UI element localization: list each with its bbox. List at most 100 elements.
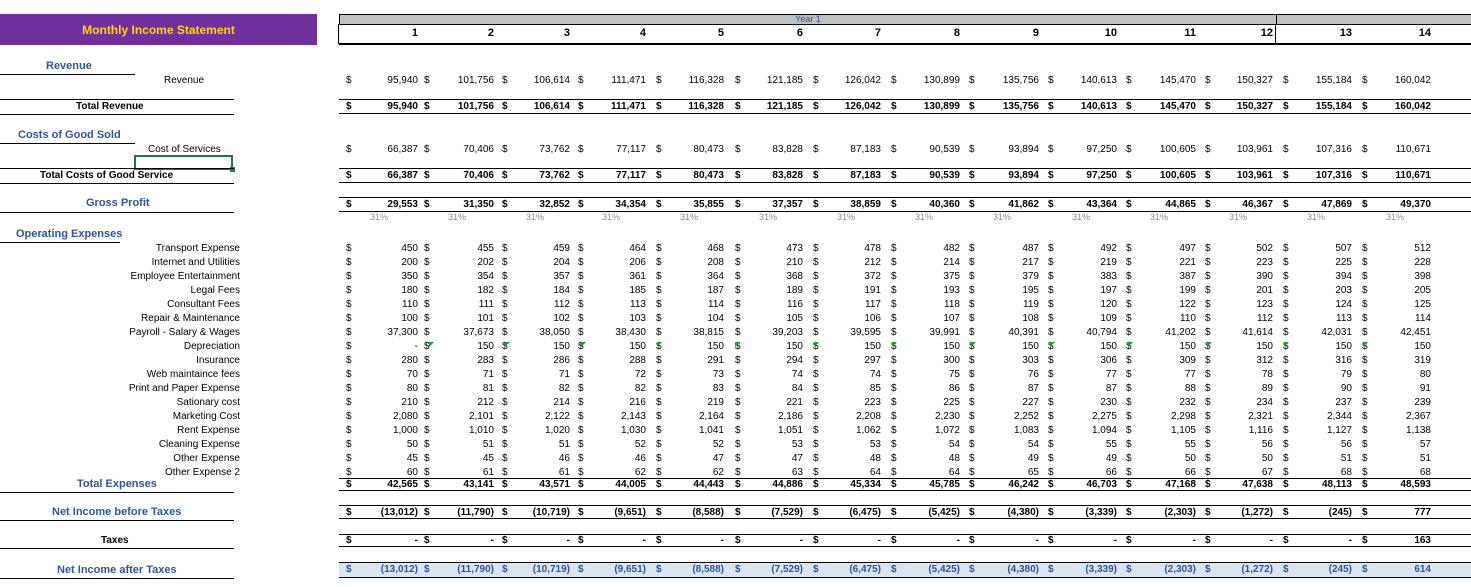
gross-margin-cell: 31% (370, 212, 389, 222)
net-after-taxes-cell: (1,272) (1241, 564, 1273, 575)
expense-cell: 40,391 (1008, 327, 1039, 338)
divider (0, 212, 234, 213)
currency-symbol: $ (1205, 313, 1211, 324)
currency-symbol: $ (656, 313, 662, 324)
total-expenses-cell: 48,593 (1400, 479, 1431, 490)
gross-profit-cell: 34,354 (615, 199, 646, 210)
currency-symbol: $ (969, 355, 975, 366)
expense-cell: 182 (477, 285, 494, 296)
expense-cell: 306 (1100, 355, 1117, 366)
currency-symbol: $ (1283, 271, 1289, 282)
currency-symbol: $ (346, 479, 352, 490)
currency-symbol: $ (813, 75, 819, 86)
currency-symbol: $ (424, 467, 430, 478)
currency-symbol: $ (502, 355, 508, 366)
currency-symbol: $ (1048, 170, 1054, 181)
currency-symbol: $ (424, 144, 430, 155)
expense-cell: 225 (943, 397, 960, 408)
expense-cell: 150 (1100, 341, 1117, 352)
currency-symbol: $ (578, 439, 584, 450)
total-cogs-cell: 77,117 (615, 170, 646, 181)
currency-symbol: $ (656, 271, 662, 282)
currency-symbol: $ (424, 397, 430, 408)
currency-symbol: $ (735, 285, 741, 296)
expense-cell: 2,080 (392, 411, 418, 422)
expense-cell: 214 (943, 257, 960, 268)
gross-profit-cell: 46,367 (1242, 199, 1273, 210)
currency-symbol: $ (578, 257, 584, 268)
revenue-cell: 101,756 (457, 75, 494, 86)
expense-cell: 106 (864, 313, 881, 324)
year-header: Year 1 (339, 14, 1277, 25)
gross-margin-cell: 31% (759, 212, 778, 222)
currency-symbol: $ (656, 479, 662, 490)
expense-cell: 455 (477, 243, 494, 254)
currency-symbol: $ (1362, 439, 1368, 450)
grid-line (339, 211, 1471, 212)
currency-symbol: $ (1126, 507, 1132, 518)
expense-cell: 219 (1100, 257, 1117, 268)
revenue-cell: 160,042 (1394, 75, 1431, 86)
currency-symbol: $ (346, 425, 352, 436)
expense-cell: 51 (558, 439, 570, 450)
net-after-taxes-cell: (8,588) (692, 564, 724, 575)
currency-symbol: $ (656, 355, 662, 366)
expense-cell: 191 (864, 285, 881, 296)
opex-section-label: Operating Expenses (16, 228, 123, 240)
expense-cell: 219 (707, 397, 724, 408)
expense-cell: 316 (1335, 355, 1352, 366)
revenue-cell: 111,471 (611, 75, 646, 86)
expense-cell: 42,451 (1400, 327, 1431, 338)
currency-symbol: $ (1126, 75, 1132, 86)
total-cogs-cell: 90,539 (929, 170, 960, 181)
currency-symbol: $ (578, 341, 584, 352)
month-header: 6 (796, 27, 803, 39)
expense-cell: 51 (1340, 453, 1352, 464)
currency-symbol: $ (1362, 479, 1368, 490)
total-expenses-cell: 44,005 (615, 479, 646, 490)
currency-symbol: $ (656, 299, 662, 310)
expense-cell: 372 (864, 271, 881, 282)
expense-cell: 1,000 (392, 425, 418, 436)
currency-symbol: $ (891, 75, 897, 86)
expense-cell: 41,614 (1242, 327, 1273, 338)
currency-symbol: $ (502, 313, 508, 324)
expense-cell: 2,230 (934, 411, 960, 422)
expense-cell: 2,321 (1247, 411, 1273, 422)
expense-cell: 283 (477, 355, 494, 366)
fill-handle[interactable] (230, 167, 235, 172)
currency-symbol: $ (1126, 101, 1132, 112)
currency-symbol: $ (578, 199, 584, 210)
net-before-taxes-cell: (1,272) (1241, 507, 1273, 518)
expense-cell: 2,164 (698, 411, 724, 422)
gross-margin-cell: 31% (1150, 212, 1169, 222)
currency-symbol: $ (891, 369, 897, 380)
expense-cell: 89 (1261, 383, 1273, 394)
expense-cell: 478 (864, 243, 881, 254)
currency-symbol: $ (502, 170, 508, 181)
selected-cell[interactable] (134, 155, 233, 170)
currency-symbol: $ (735, 199, 741, 210)
currency-symbol: $ (1283, 425, 1289, 436)
currency-symbol: $ (1283, 170, 1289, 181)
expense-cell: 51 (482, 439, 494, 450)
currency-symbol: $ (891, 243, 897, 254)
currency-symbol: $ (1126, 271, 1132, 282)
divider (0, 492, 234, 493)
expense-cell: 2,186 (777, 411, 803, 422)
currency-symbol: $ (1362, 507, 1368, 518)
expense-cell: 77 (1184, 369, 1196, 380)
expense-cell: 212 (477, 397, 494, 408)
currency-symbol: $ (1283, 285, 1289, 296)
month-header: 7 (874, 27, 881, 39)
taxes-cell: - (720, 535, 724, 546)
net-before-taxes-cell: (13,012) (380, 507, 418, 518)
gross-margin-cell: 31% (837, 212, 856, 222)
currency-symbol: $ (969, 397, 975, 408)
expense-cell: 50 (1184, 453, 1196, 464)
currency-symbol: $ (656, 383, 662, 394)
cost-of-services-cell: 103,961 (1236, 144, 1273, 155)
currency-symbol: $ (1283, 564, 1289, 575)
expense-cell: 51 (1419, 453, 1431, 464)
currency-symbol: $ (1205, 170, 1211, 181)
